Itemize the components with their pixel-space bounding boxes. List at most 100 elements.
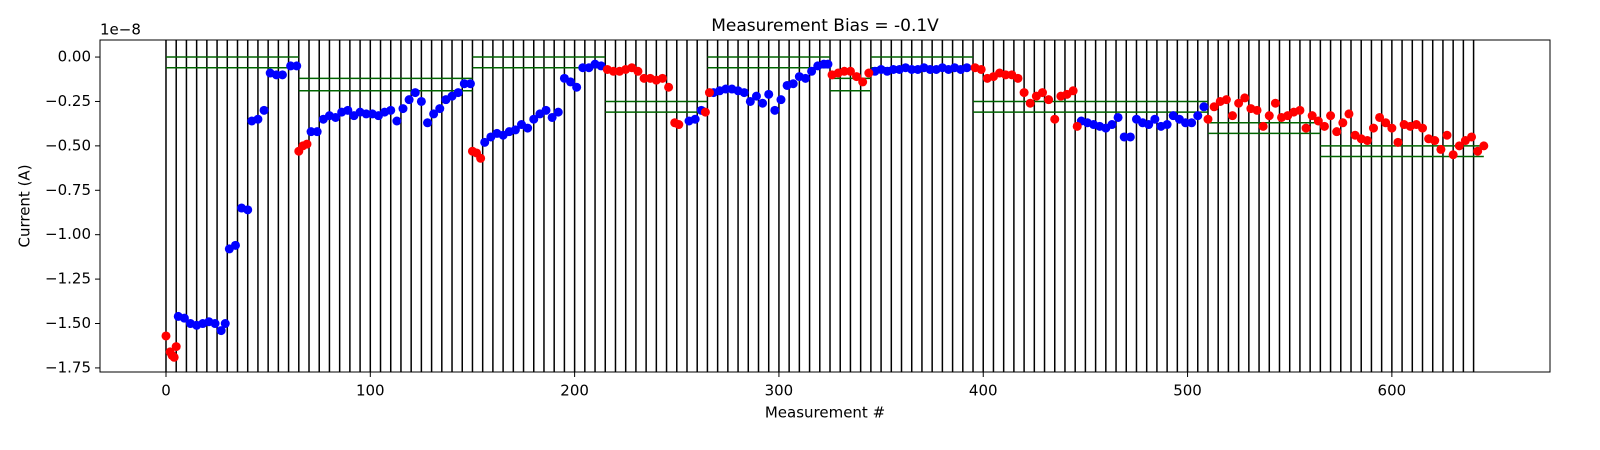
point [1072, 121, 1082, 131]
point [1125, 132, 1135, 142]
point [745, 96, 755, 106]
point [690, 114, 700, 124]
point [302, 139, 312, 149]
point [1044, 95, 1054, 105]
point [243, 205, 253, 215]
point [1454, 141, 1464, 151]
point [169, 352, 179, 362]
point [1375, 112, 1385, 122]
point [292, 61, 302, 71]
y-tick-label: −0.25 [45, 92, 91, 110]
point [788, 79, 798, 89]
point [1107, 120, 1117, 130]
point [1209, 102, 1219, 112]
point [1344, 109, 1354, 119]
point [253, 114, 263, 124]
point [230, 240, 240, 250]
point [1258, 121, 1268, 131]
point [259, 105, 269, 115]
x-tick-label: 100 [356, 382, 385, 400]
point [1473, 146, 1483, 156]
point [1050, 114, 1060, 124]
point [1193, 111, 1203, 121]
point [807, 66, 817, 76]
point [1234, 98, 1244, 108]
point [962, 63, 972, 73]
point [739, 88, 749, 98]
y-tick-label: −0.50 [45, 136, 91, 154]
point [572, 82, 582, 92]
point [423, 118, 433, 128]
point [210, 319, 220, 329]
point [776, 95, 786, 105]
point [435, 104, 445, 114]
point [770, 105, 780, 115]
point [312, 127, 322, 137]
point [566, 77, 576, 87]
point [171, 342, 181, 352]
point [1418, 123, 1428, 133]
point [852, 72, 862, 82]
chart-title: Measurement Bias = -0.1V [711, 16, 939, 36]
point [1307, 111, 1317, 121]
point [510, 125, 520, 135]
point [404, 95, 414, 105]
y-tick-label: −1.75 [45, 358, 91, 376]
point [523, 123, 533, 133]
point [1326, 111, 1336, 121]
point [1144, 120, 1154, 130]
y-tick-label: −1.00 [45, 225, 91, 243]
point [1037, 88, 1047, 98]
point [800, 73, 810, 83]
y-offset-label: 1e−8 [100, 21, 141, 39]
point [216, 326, 226, 336]
point [529, 114, 539, 124]
point [1221, 95, 1231, 105]
point [664, 82, 674, 92]
point [547, 112, 557, 122]
x-tick-label: 400 [969, 382, 998, 400]
point [1187, 118, 1197, 128]
plot-frame [99, 39, 1551, 373]
point [541, 105, 551, 115]
point [633, 66, 643, 76]
point [429, 109, 439, 119]
point [1150, 114, 1160, 124]
y-tick-label: 0.00 [58, 48, 91, 66]
point [976, 64, 986, 74]
point [410, 88, 420, 98]
y-axis-label: Current (A) [16, 164, 34, 247]
point [416, 96, 426, 106]
point [1319, 121, 1329, 131]
point [1295, 105, 1305, 115]
point [476, 153, 486, 163]
point [343, 105, 353, 115]
point [674, 120, 684, 130]
x-tick-label: 200 [560, 382, 589, 400]
point [553, 107, 563, 117]
point [1199, 102, 1209, 112]
point [161, 331, 171, 341]
point [331, 112, 341, 122]
x-tick-label: 0 [161, 382, 171, 400]
point [1393, 137, 1403, 147]
point [1270, 98, 1280, 108]
point [700, 107, 710, 117]
point [823, 59, 833, 69]
point [179, 313, 189, 323]
point [1479, 141, 1489, 151]
point [1252, 105, 1262, 115]
point [1301, 123, 1311, 133]
x-axis-label: Measurement # [765, 404, 885, 422]
point [220, 319, 230, 329]
point [1368, 123, 1378, 133]
point [386, 105, 396, 115]
point [1467, 132, 1477, 142]
point [1264, 111, 1274, 121]
point [1387, 123, 1397, 133]
point [1113, 112, 1123, 122]
point [1313, 116, 1323, 126]
point [1362, 136, 1372, 146]
point [1436, 144, 1446, 154]
point [398, 104, 408, 114]
